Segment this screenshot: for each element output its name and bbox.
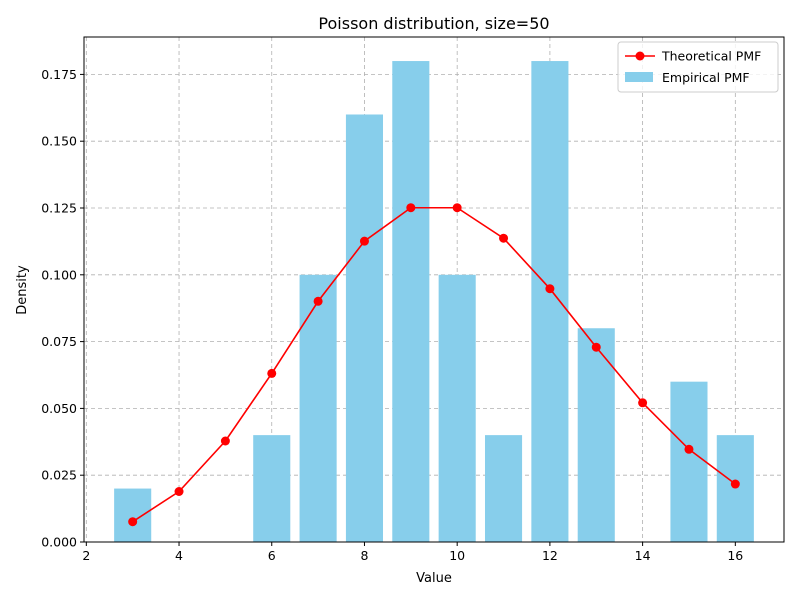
x-tick-label: 10 [449, 548, 465, 563]
bar [577, 328, 615, 542]
line-point [128, 517, 138, 527]
x-tick-label: 12 [542, 548, 558, 563]
legend-box [617, 41, 779, 93]
line-point [220, 436, 230, 446]
bar [345, 114, 384, 543]
plot-frame [83, 36, 785, 543]
legend-bar-swatch [625, 72, 653, 82]
x-tick-label: 4 [175, 548, 183, 563]
y-tick-label: 0.150 [41, 134, 77, 149]
bar [484, 435, 523, 542]
line-point [406, 203, 416, 213]
x-tick-label: 14 [635, 548, 651, 563]
bar [716, 435, 754, 542]
bar [438, 274, 476, 542]
x-axis-label: Value [416, 571, 452, 586]
x-tick-label: 16 [727, 548, 743, 563]
bar [253, 435, 291, 542]
x-axis-ticks: 2 4 6 8 10 12 14 16 [82, 542, 743, 563]
line-point [499, 233, 509, 243]
line-point [452, 203, 462, 213]
bar [114, 488, 152, 542]
legend: Theoretical PMF Empirical PMF [617, 41, 779, 93]
x-tick-label: 2 [82, 548, 90, 563]
bar [531, 61, 569, 543]
line-point [638, 398, 648, 408]
chart-title: Poisson distribution, size=50 [318, 14, 549, 33]
line-point [359, 236, 369, 246]
line-point [545, 284, 555, 294]
theoretical-line [132, 206, 736, 523]
y-tick-label: 0.000 [41, 535, 77, 550]
legend-label-empirical: Empirical PMF [662, 70, 750, 85]
line-point [313, 296, 323, 306]
y-tick-label: 0.175 [41, 67, 77, 82]
line-point [267, 368, 277, 378]
bar [670, 381, 708, 542]
bar [392, 61, 430, 543]
x-tick-label: 6 [268, 548, 276, 563]
line-point [174, 487, 184, 496]
line-point [730, 479, 740, 489]
y-tick-label: 0.075 [41, 334, 77, 349]
line-point [591, 342, 601, 352]
y-tick-label: 0.025 [41, 468, 77, 483]
x-tick-label: 8 [360, 548, 368, 563]
legend-label-theoretical: Theoretical PMF [661, 49, 761, 64]
y-tick-label: 0.100 [41, 267, 77, 282]
y-axis-ticks: 0.000 0.025 0.050 0.075 0.100 0.125 0.150 0.175 [41, 67, 84, 550]
line-series [128, 203, 740, 527]
y-axis-label: Density [15, 265, 30, 315]
bar [299, 274, 337, 542]
y-tick-label: 0.050 [41, 401, 77, 416]
line-point [684, 444, 694, 454]
legend-marker-swatch [635, 51, 645, 61]
y-tick-label: 0.125 [41, 201, 77, 216]
bar-series [114, 61, 754, 543]
